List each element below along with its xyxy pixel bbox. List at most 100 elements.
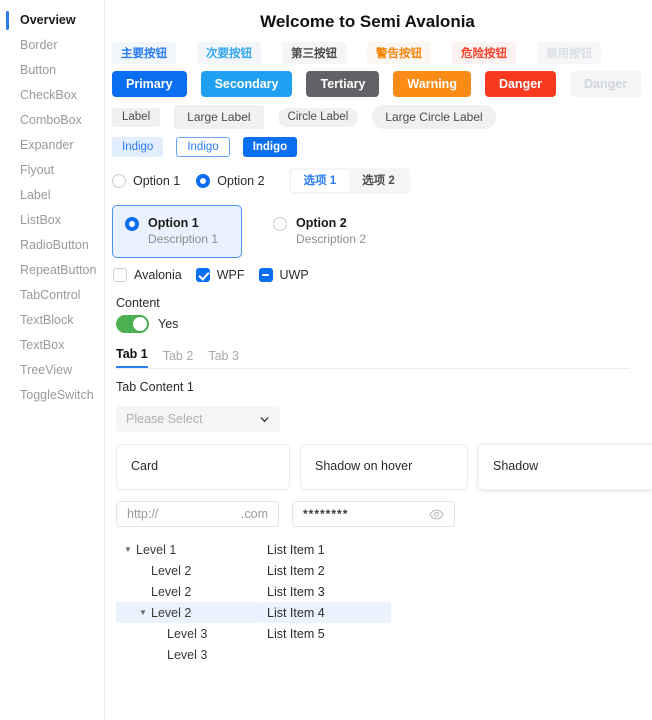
combobox[interactable]: Please Select (116, 406, 280, 432)
danger-disabled-button: Danger (570, 71, 642, 97)
url-input-suffix: .com (240, 507, 268, 521)
tree-node-selected[interactable]: ▼ Level 2 (116, 602, 261, 623)
segment-option-1[interactable]: 选项 1 (290, 170, 350, 192)
tree-node[interactable]: Level 3 (116, 644, 261, 665)
url-input[interactable]: http:// .com (116, 501, 279, 527)
label-chip-row: Label Large Label Circle Label Large Cir… (105, 105, 652, 129)
toggle-switch[interactable] (116, 315, 149, 333)
list-item[interactable]: List Item 2 (267, 563, 325, 578)
card-shadow: Shadow (478, 444, 652, 490)
ghost-danger-button[interactable]: 危险按钮 (452, 42, 516, 64)
card-shadow-on-hover[interactable]: Shadow on hover (300, 444, 468, 490)
chevron-down-icon[interactable]: ▼ (139, 608, 147, 617)
sidebar-item-overview[interactable]: Overview (0, 8, 104, 33)
segmented-control: 选项 1 选项 2 (288, 168, 410, 194)
sidebar: Overview Border Button CheckBox ComboBox… (0, 0, 105, 720)
tree-list-row: ▼ Level 1 Level 2 Level 2 ▼ Level 2 Leve… (105, 539, 652, 665)
sidebar-item-textbox[interactable]: TextBox (0, 333, 104, 358)
checkbox-label: Avalonia (134, 268, 182, 282)
sidebar-item-repeatbutton[interactable]: RepeatButton (0, 258, 104, 283)
indigo-light-button[interactable]: Indigo (112, 137, 164, 157)
sidebar-item-radiobutton[interactable]: RadioButton (0, 233, 104, 258)
tree-node-label: Level 3 (167, 647, 208, 662)
page-title: Welcome to Semi Avalonia (260, 12, 475, 31)
ghost-primary-button[interactable]: 主要按钮 (112, 42, 176, 64)
sidebar-item-treeview[interactable]: TreeView (0, 358, 104, 383)
tab-divider (116, 368, 630, 369)
tab-1[interactable]: Tab 1 (116, 347, 148, 368)
radio-option-2[interactable]: Option 2 (196, 174, 265, 188)
card-radio-option-1[interactable]: Option 1 Description 1 (112, 205, 242, 258)
list-box: List Item 1 List Item 2 List Item 3 List… (261, 539, 391, 665)
sidebar-item-label: Button (20, 63, 57, 77)
card-row: Card Shadow on hover Shadow (105, 444, 652, 490)
tree-node-label: Level 2 (151, 584, 192, 599)
sidebar-item-button[interactable]: Button (0, 58, 104, 83)
sidebar-item-flyout[interactable]: Flyout (0, 158, 104, 183)
checkbox-uwp[interactable]: UWP (258, 268, 309, 282)
tree-node[interactable]: ▼ Level 1 (116, 539, 261, 560)
tab-2[interactable]: Tab 2 (162, 349, 194, 363)
sidebar-item-label[interactable]: Label (0, 183, 104, 208)
chevron-down-icon[interactable]: ▼ (124, 545, 132, 554)
radio-option-1[interactable]: Option 1 (112, 174, 180, 188)
checkbox-check-icon (195, 268, 210, 282)
combobox-placeholder: Please Select (126, 412, 203, 426)
secondary-button[interactable]: Secondary (200, 71, 293, 97)
sidebar-item-expander[interactable]: Expander (0, 133, 104, 158)
ghost-warning-button[interactable]: 警告按钮 (367, 42, 431, 64)
indigo-chip-row: Indigo Indigo Indigo (105, 137, 652, 157)
list-item[interactable]: List Item 1 (267, 542, 325, 557)
ghost-tertiary-button[interactable]: 第三按钮 (282, 42, 346, 64)
warning-button[interactable]: Warning (393, 71, 471, 97)
tree-node[interactable]: Level 2 (116, 560, 261, 581)
solid-button-row: Primary Secondary Tertiary Warning Dange… (105, 71, 652, 97)
sidebar-item-border[interactable]: Border (0, 33, 104, 58)
sidebar-item-combobox[interactable]: ComboBox (0, 108, 104, 133)
checkbox-wpf[interactable]: WPF (195, 268, 245, 282)
ghost-secondary-button[interactable]: 次要按钮 (197, 42, 261, 64)
indigo-solid-button[interactable]: Indigo (242, 137, 298, 157)
list-item-selected[interactable]: List Item 4 (261, 602, 391, 623)
password-input[interactable]: ******** (292, 501, 455, 527)
sidebar-item-label: Overview (20, 13, 76, 27)
checkbox-row: Avalonia WPF UWP (105, 268, 652, 282)
ghost-disabled-button: 禁用按钮 (537, 42, 601, 64)
sidebar-item-label: TextBox (20, 338, 65, 352)
checkbox-label: WPF (216, 268, 245, 282)
card-radio-option-2[interactable]: Option 2 Description 2 (260, 205, 390, 258)
password-value: ******** (303, 507, 349, 521)
card-radio-description: Description 1 (148, 232, 219, 246)
sidebar-item-label: ComboBox (20, 113, 82, 127)
list-item[interactable]: List Item 3 (267, 584, 325, 599)
segment-option-2[interactable]: 选项 2 (362, 175, 395, 187)
eye-icon[interactable] (429, 509, 444, 520)
toggle-state-label: Yes (158, 317, 179, 331)
tree-node[interactable]: Level 3 (116, 623, 261, 644)
large-label-chip: Large Label (174, 105, 264, 129)
radio-selected-icon (125, 217, 139, 231)
sidebar-item-checkbox[interactable]: CheckBox (0, 83, 104, 108)
sidebar-item-label: Flyout (20, 163, 55, 177)
sidebar-item-textblock[interactable]: TextBlock (0, 308, 104, 333)
tree-node-label: Level 1 (136, 542, 177, 557)
tree-node[interactable]: Level 2 (116, 581, 261, 602)
sidebar-item-label: TextBlock (20, 313, 74, 327)
sidebar-item-listbox[interactable]: ListBox (0, 208, 104, 233)
sidebar-item-label: TreeView (20, 363, 73, 377)
sidebar-item-label: RadioButton (20, 238, 89, 252)
list-item[interactable]: List Item 5 (267, 626, 325, 641)
indigo-outline-button[interactable]: Indigo (176, 137, 230, 157)
card-radio-title: Option 1 (148, 216, 199, 230)
sidebar-item-label: Label (20, 188, 51, 202)
tertiary-button[interactable]: Tertiary (306, 71, 380, 97)
primary-button[interactable]: Primary (112, 71, 187, 97)
radio-selected-icon (196, 174, 211, 188)
danger-button[interactable]: Danger (484, 71, 557, 97)
sidebar-item-label: ListBox (20, 213, 61, 227)
tab-3[interactable]: Tab 3 (208, 349, 239, 363)
sidebar-item-toggleswitch[interactable]: ToggleSwitch (0, 383, 104, 408)
checkbox-avalonia[interactable]: Avalonia (113, 268, 182, 282)
sidebar-item-tabcontrol[interactable]: TabControl (0, 283, 104, 308)
